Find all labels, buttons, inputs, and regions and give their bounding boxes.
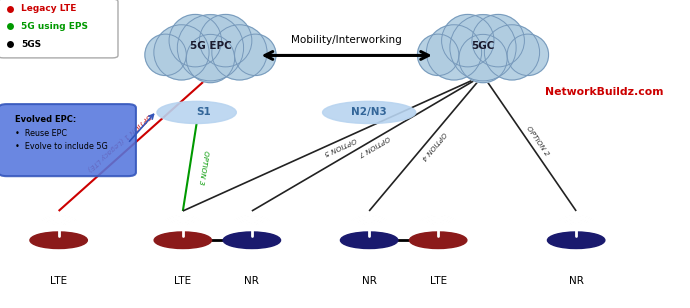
Text: Legacy LTE: Legacy LTE (21, 4, 77, 14)
Ellipse shape (186, 34, 235, 83)
Ellipse shape (442, 14, 494, 67)
Ellipse shape (484, 25, 540, 80)
Text: LTE: LTE (50, 276, 67, 286)
Text: OPTION 1 (Legacy LTE): OPTION 1 (Legacy LTE) (86, 112, 152, 173)
Ellipse shape (177, 14, 244, 81)
Text: 5G using EPS: 5G using EPS (21, 22, 88, 31)
Ellipse shape (226, 233, 278, 247)
Ellipse shape (154, 25, 209, 80)
Ellipse shape (154, 25, 209, 80)
Ellipse shape (212, 25, 267, 80)
Ellipse shape (30, 232, 88, 249)
Ellipse shape (235, 34, 276, 75)
Ellipse shape (235, 34, 276, 75)
Text: OPTION 4: OPTION 4 (420, 130, 447, 160)
Ellipse shape (426, 25, 482, 80)
Text: NR: NR (244, 276, 259, 286)
Ellipse shape (412, 233, 464, 247)
Ellipse shape (199, 14, 252, 67)
Ellipse shape (459, 34, 507, 83)
Text: Mobility/Interworking: Mobility/Interworking (291, 35, 402, 45)
Ellipse shape (484, 25, 540, 80)
Ellipse shape (186, 34, 235, 83)
FancyBboxPatch shape (0, 0, 118, 58)
Text: S1: S1 (196, 107, 211, 117)
Text: 5GS: 5GS (21, 39, 41, 49)
Ellipse shape (169, 14, 221, 67)
Text: 5GC: 5GC (471, 41, 495, 51)
Ellipse shape (507, 34, 549, 75)
Text: OPTION 5: OPTION 5 (323, 136, 357, 156)
Ellipse shape (426, 25, 482, 80)
Ellipse shape (547, 232, 605, 249)
Ellipse shape (340, 232, 398, 249)
Text: OPTION 3: OPTION 3 (198, 150, 209, 185)
Ellipse shape (507, 34, 549, 75)
Ellipse shape (157, 233, 209, 247)
Text: NR: NR (362, 276, 377, 286)
Text: •  Evolve to include 5G: • Evolve to include 5G (15, 142, 108, 151)
Text: •  Reuse EPC: • Reuse EPC (15, 129, 67, 138)
Ellipse shape (169, 14, 221, 67)
Ellipse shape (199, 14, 252, 67)
Ellipse shape (450, 14, 516, 81)
Ellipse shape (154, 232, 212, 249)
Text: NR: NR (569, 276, 584, 286)
Ellipse shape (157, 101, 237, 124)
Text: N2/N3: N2/N3 (351, 107, 387, 117)
Ellipse shape (472, 14, 524, 67)
Ellipse shape (409, 232, 467, 249)
Ellipse shape (343, 233, 395, 247)
Text: Evolved EPC:: Evolved EPC: (15, 115, 77, 124)
Ellipse shape (450, 14, 516, 81)
Ellipse shape (459, 34, 507, 83)
Ellipse shape (323, 101, 415, 124)
Text: NetworkBuildz.com: NetworkBuildz.com (544, 87, 663, 97)
Ellipse shape (145, 34, 186, 75)
Ellipse shape (177, 14, 244, 81)
Ellipse shape (442, 14, 494, 67)
Text: OPTION 2: OPTION 2 (525, 126, 550, 157)
Ellipse shape (417, 34, 459, 75)
Ellipse shape (223, 232, 281, 249)
Ellipse shape (32, 233, 85, 247)
Text: LTE: LTE (175, 276, 191, 286)
Ellipse shape (417, 34, 459, 75)
Text: 5G EPC: 5G EPC (190, 41, 231, 51)
Text: OPTION 7: OPTION 7 (358, 135, 391, 157)
Ellipse shape (212, 25, 267, 80)
Ellipse shape (145, 34, 186, 75)
Ellipse shape (472, 14, 524, 67)
Ellipse shape (550, 233, 602, 247)
FancyBboxPatch shape (0, 104, 136, 176)
Text: LTE: LTE (430, 276, 446, 286)
